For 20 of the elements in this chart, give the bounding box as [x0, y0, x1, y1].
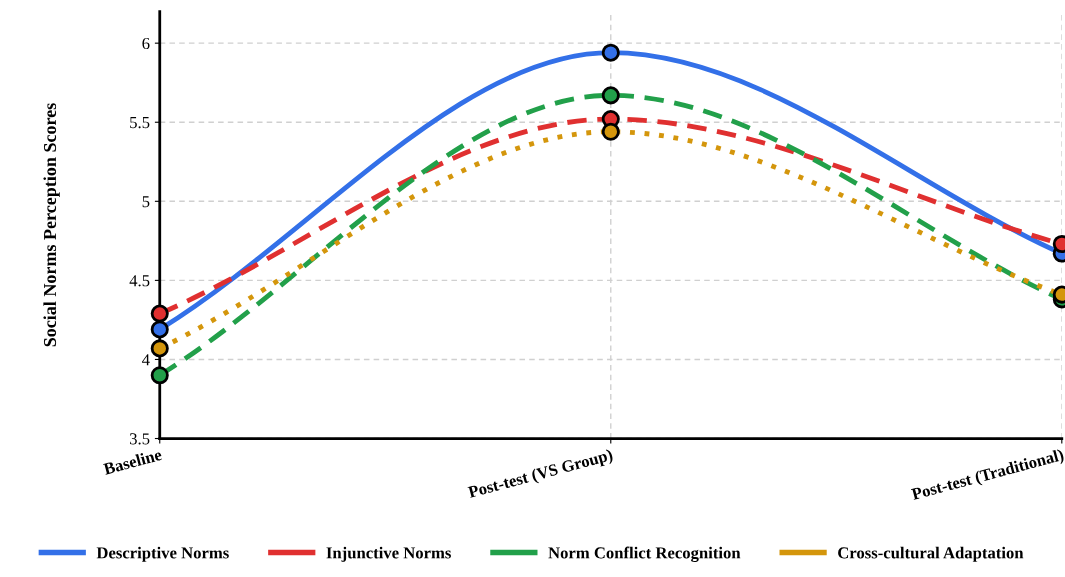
point — [150, 339, 169, 358]
x-tick-label: Baseline — [102, 448, 163, 475]
y-tick-label: 4 — [142, 354, 150, 366]
y-tick-label: 3.5 — [129, 433, 150, 445]
y-tick-label: 6 — [142, 37, 150, 50]
legend-label: Descriptive Norms — [96, 546, 229, 562]
y-tick-label: 5 — [142, 196, 150, 208]
point — [150, 304, 169, 323]
point — [150, 320, 169, 339]
x-tick-label: Post-test (VS Group) — [467, 448, 614, 502]
legend-label: Cross-cultural Adaptation — [838, 546, 1024, 562]
point — [601, 122, 620, 141]
point — [601, 43, 620, 62]
y-tick-label: 5.5 — [130, 117, 150, 129]
point — [601, 86, 620, 105]
legend-label: Norm Conflict Recognition — [548, 546, 741, 562]
y-tick-label: 4.5 — [129, 275, 150, 287]
legend-label: Injunctive Norms — [326, 546, 451, 562]
y-axis-title: Social Norms Perception Scores — [43, 103, 60, 347]
point — [150, 366, 169, 385]
